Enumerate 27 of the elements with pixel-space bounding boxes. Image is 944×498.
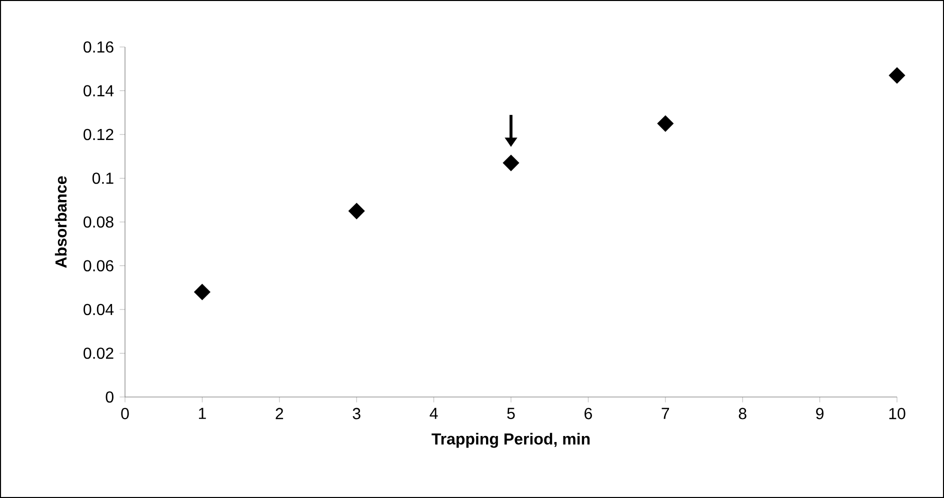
point — [888, 67, 906, 84]
y-tick-label: 0.02 — [84, 348, 114, 359]
y-tick-label: 0 — [106, 391, 114, 403]
y-tick-label: 0.08 — [84, 216, 114, 228]
x-tick-label: 4 — [430, 408, 438, 419]
x-tick-label: 5 — [507, 408, 515, 420]
x-tick-label: 8 — [738, 408, 746, 420]
x-axis-title: Trapping Period, min — [432, 432, 590, 448]
y-tick-label: 0.14 — [84, 85, 114, 96]
y-tick-label: 0.1 — [92, 172, 114, 184]
y-axis-title: Absorbance — [54, 176, 67, 268]
x-tick-label: 10 — [889, 408, 906, 420]
x-tick-label: 7 — [662, 408, 670, 419]
x-tick-label: 2 — [276, 408, 284, 420]
point — [502, 154, 520, 172]
point — [348, 202, 365, 220]
point — [657, 115, 674, 132]
x-tick-label: 3 — [352, 408, 360, 420]
x-tick-label: 0 — [121, 408, 129, 420]
y-tick-label: 0.16 — [84, 41, 114, 53]
y-tick-label: 0.12 — [84, 128, 114, 140]
x-tick-label: 6 — [584, 408, 592, 420]
y-tick-label: 0.04 — [84, 304, 114, 316]
y-tick-label: 0.06 — [84, 260, 114, 272]
x-tick-label: 9 — [816, 408, 824, 420]
point — [194, 284, 210, 300]
x-tick-label: 1 — [198, 408, 206, 419]
